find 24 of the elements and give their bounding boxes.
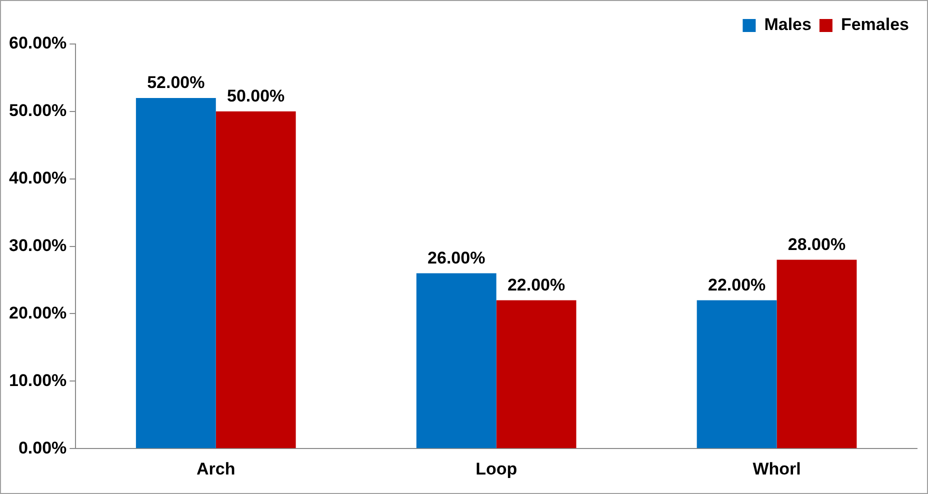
data-label: 26.00%: [428, 248, 486, 268]
y-tick-label: 10.00%: [8, 370, 67, 390]
y-tick-label: 50.00%: [8, 101, 67, 120]
bar: [216, 111, 296, 448]
x-tick-label: Whorl: [752, 459, 801, 478]
x-tick-label: Loop: [476, 459, 518, 478]
data-label: 22.00%: [708, 275, 766, 294]
y-tick-label: 0.00%: [18, 438, 67, 458]
data-label: 28.00%: [788, 234, 846, 254]
bar: [696, 300, 777, 448]
y-tick-label: 20.00%: [8, 303, 67, 322]
data-label: 52.00%: [147, 73, 205, 92]
legend-label: Females: [840, 15, 910, 34]
data-label: 22.00%: [507, 275, 566, 294]
y-tick-label: 40.00%: [8, 168, 67, 188]
bar: [496, 300, 576, 448]
y-tick-label: 60.00%: [8, 34, 67, 53]
data-label: 50.00%: [227, 86, 285, 106]
x-tick-label: Arch: [196, 459, 236, 478]
legend-label: Males: [764, 15, 812, 34]
y-tick-label: 30.00%: [8, 236, 67, 255]
bar: [776, 260, 857, 448]
bar: [136, 98, 216, 448]
bar: [416, 273, 496, 448]
